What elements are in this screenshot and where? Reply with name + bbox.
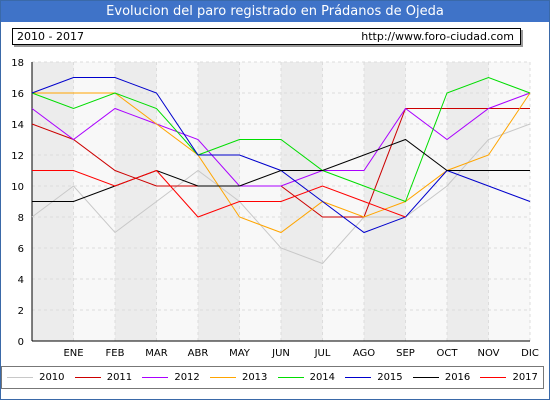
y-tick-label: 4 [18, 275, 24, 286]
legend-label: 2013 [241, 372, 268, 383]
legend-item-2015: 2015 [345, 372, 403, 383]
x-tick-label: JUL [314, 348, 331, 359]
series-line-2014 [31, 76, 531, 203]
x-tick-label: ABR [188, 348, 209, 359]
y-tick-label: 18 [11, 58, 24, 69]
column-band [364, 62, 406, 341]
legend-item-2016: 2016 [412, 372, 471, 383]
legend-swatch [74, 377, 101, 378]
legend-item-2010: 2010 [7, 372, 65, 383]
y-tick-label: 8 [18, 213, 24, 224]
x-tick-label: AGO [353, 348, 375, 359]
x-tick-label: NOV [477, 348, 499, 359]
x-tick-label: OCT [437, 348, 459, 359]
legend-label: 2011 [106, 372, 133, 383]
column-band [115, 62, 157, 341]
legend-swatch [345, 377, 372, 378]
chart-title: Evolucion del paro registrado en Prádano… [1, 1, 549, 22]
y-tick-label: 16 [11, 89, 24, 100]
legend-label: 2014 [309, 372, 336, 383]
year-range: 2010 - 2017 [17, 30, 84, 43]
column-band [198, 62, 240, 341]
legend-item-2014: 2014 [277, 372, 336, 383]
legend-swatch [277, 377, 304, 378]
y-tick-label: 12 [11, 151, 24, 162]
legend-item-2011: 2011 [74, 372, 133, 383]
x-tick-label: MAR [145, 348, 167, 359]
legend-label: 2016 [444, 372, 471, 383]
chart-legend: 2010 2011 2012 2013 2014 2015 2016 2017 [1, 366, 544, 389]
legend-swatch [142, 377, 169, 378]
y-tick-label: 6 [18, 244, 24, 255]
legend-item-2012: 2012 [142, 372, 200, 383]
x-tick-label: MAY [229, 348, 251, 359]
legend-label: 2017 [512, 372, 538, 383]
y-tick-label: 0 [18, 337, 24, 348]
legend-label: 2010 [39, 372, 65, 383]
series-line-2010 [31, 123, 531, 265]
x-tick-label: FEB [106, 348, 125, 359]
y-tick-label: 14 [11, 120, 24, 131]
x-tick-label: DIC [521, 348, 539, 359]
legend-label: 2012 [174, 372, 200, 383]
legend-label: 2015 [377, 372, 403, 383]
x-tick-label: SEP [396, 348, 415, 359]
column-band [447, 62, 489, 341]
series-line-2012 [31, 92, 531, 187]
legend-item-2013: 2013 [209, 372, 268, 383]
y-tick-label: 10 [11, 182, 24, 193]
x-tick-label: JUN [271, 348, 290, 359]
legend-item-2017: 2017 [480, 372, 538, 383]
legend-swatch [7, 377, 34, 378]
legend-swatch [209, 377, 236, 378]
info-box: 2010 - 2017 http://www.foro-ciudad.com [12, 28, 521, 45]
y-tick-label: 2 [18, 306, 24, 317]
legend-swatch [480, 377, 507, 378]
source-url: http://www.foro-ciudad.com [361, 30, 514, 43]
series-line-2017 [32, 169, 406, 218]
legend-swatch [412, 377, 439, 378]
x-tick-label: ENE [63, 348, 83, 359]
